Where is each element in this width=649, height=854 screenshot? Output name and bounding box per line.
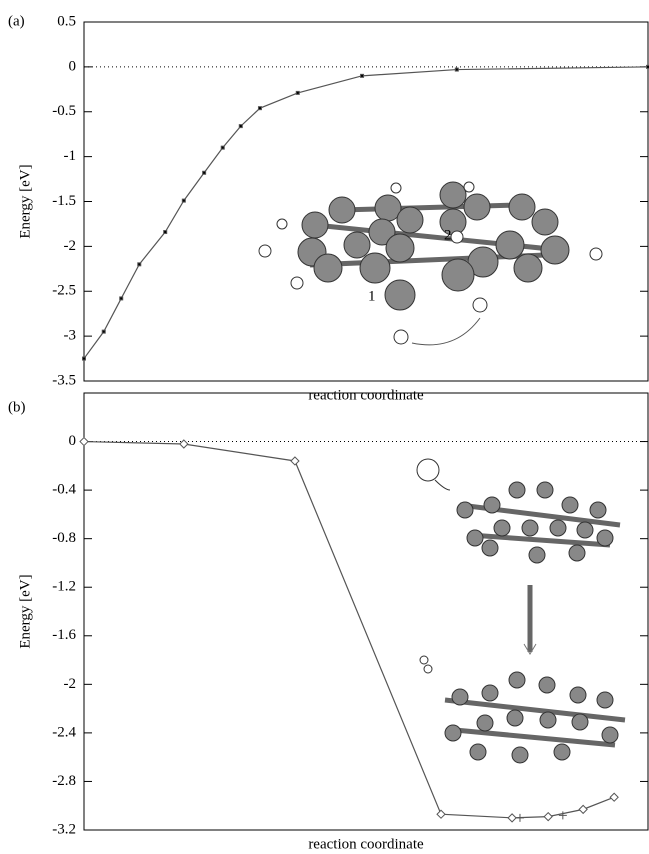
molecule-a <box>259 182 602 345</box>
point <box>361 74 364 77</box>
panel-label: (a) <box>8 13 25 29</box>
point <box>83 357 86 360</box>
point <box>239 125 242 128</box>
y-tick-label: -3.5 <box>52 372 76 388</box>
y-tick-label: -2.5 <box>52 283 76 299</box>
y-axis-label: Energy [eV] <box>17 164 33 238</box>
y-tick-label: 0.5 <box>57 13 76 29</box>
point <box>544 813 552 821</box>
point <box>296 91 299 94</box>
y-axis-label: Energy [eV] <box>17 574 33 648</box>
x-axis-label: reaction coordinate <box>308 387 424 403</box>
panel-label: (b) <box>8 399 26 415</box>
point <box>203 171 206 174</box>
point <box>258 107 261 110</box>
y-tick-label: -0.4 <box>52 482 76 498</box>
point <box>80 438 88 446</box>
y-tick-label: -1 <box>64 148 77 164</box>
molecule-b <box>417 459 625 763</box>
curve <box>84 67 648 359</box>
curve <box>84 442 614 818</box>
y-tick-label: 0 <box>69 58 77 74</box>
y-tick-label: -2 <box>64 676 77 692</box>
point <box>221 146 224 149</box>
plot-frame <box>84 393 648 830</box>
point <box>102 330 105 333</box>
point <box>508 814 516 822</box>
y-tick-label: -2.4 <box>52 724 76 740</box>
point <box>120 297 123 300</box>
point <box>437 810 445 818</box>
y-tick-label: -1.6 <box>52 627 76 643</box>
y-tick-label: -0.5 <box>52 103 76 119</box>
annotation: 2 <box>444 227 452 243</box>
y-tick-label: -2.8 <box>52 773 76 789</box>
point <box>180 440 188 448</box>
point <box>164 231 167 234</box>
y-tick-label: -0.8 <box>52 530 76 546</box>
point <box>516 814 524 822</box>
point <box>182 199 185 202</box>
y-tick-label: -1.5 <box>52 193 76 209</box>
y-tick-label: -2 <box>64 238 77 254</box>
point <box>291 457 299 465</box>
point <box>610 793 618 801</box>
point <box>138 263 141 266</box>
y-tick-label: 0 <box>69 433 77 449</box>
y-tick-label: -1.2 <box>52 579 76 595</box>
annotation: 1 <box>368 288 376 304</box>
y-tick-label: -3.2 <box>52 821 76 837</box>
point <box>579 805 587 813</box>
point <box>455 68 458 71</box>
figure: (a) reaction coordinate Energy [eV] 0.5 0 -0.… <box>0 0 649 854</box>
x-axis-label: reaction coordinate <box>308 836 424 852</box>
y-tick-label: -3 <box>64 328 77 344</box>
